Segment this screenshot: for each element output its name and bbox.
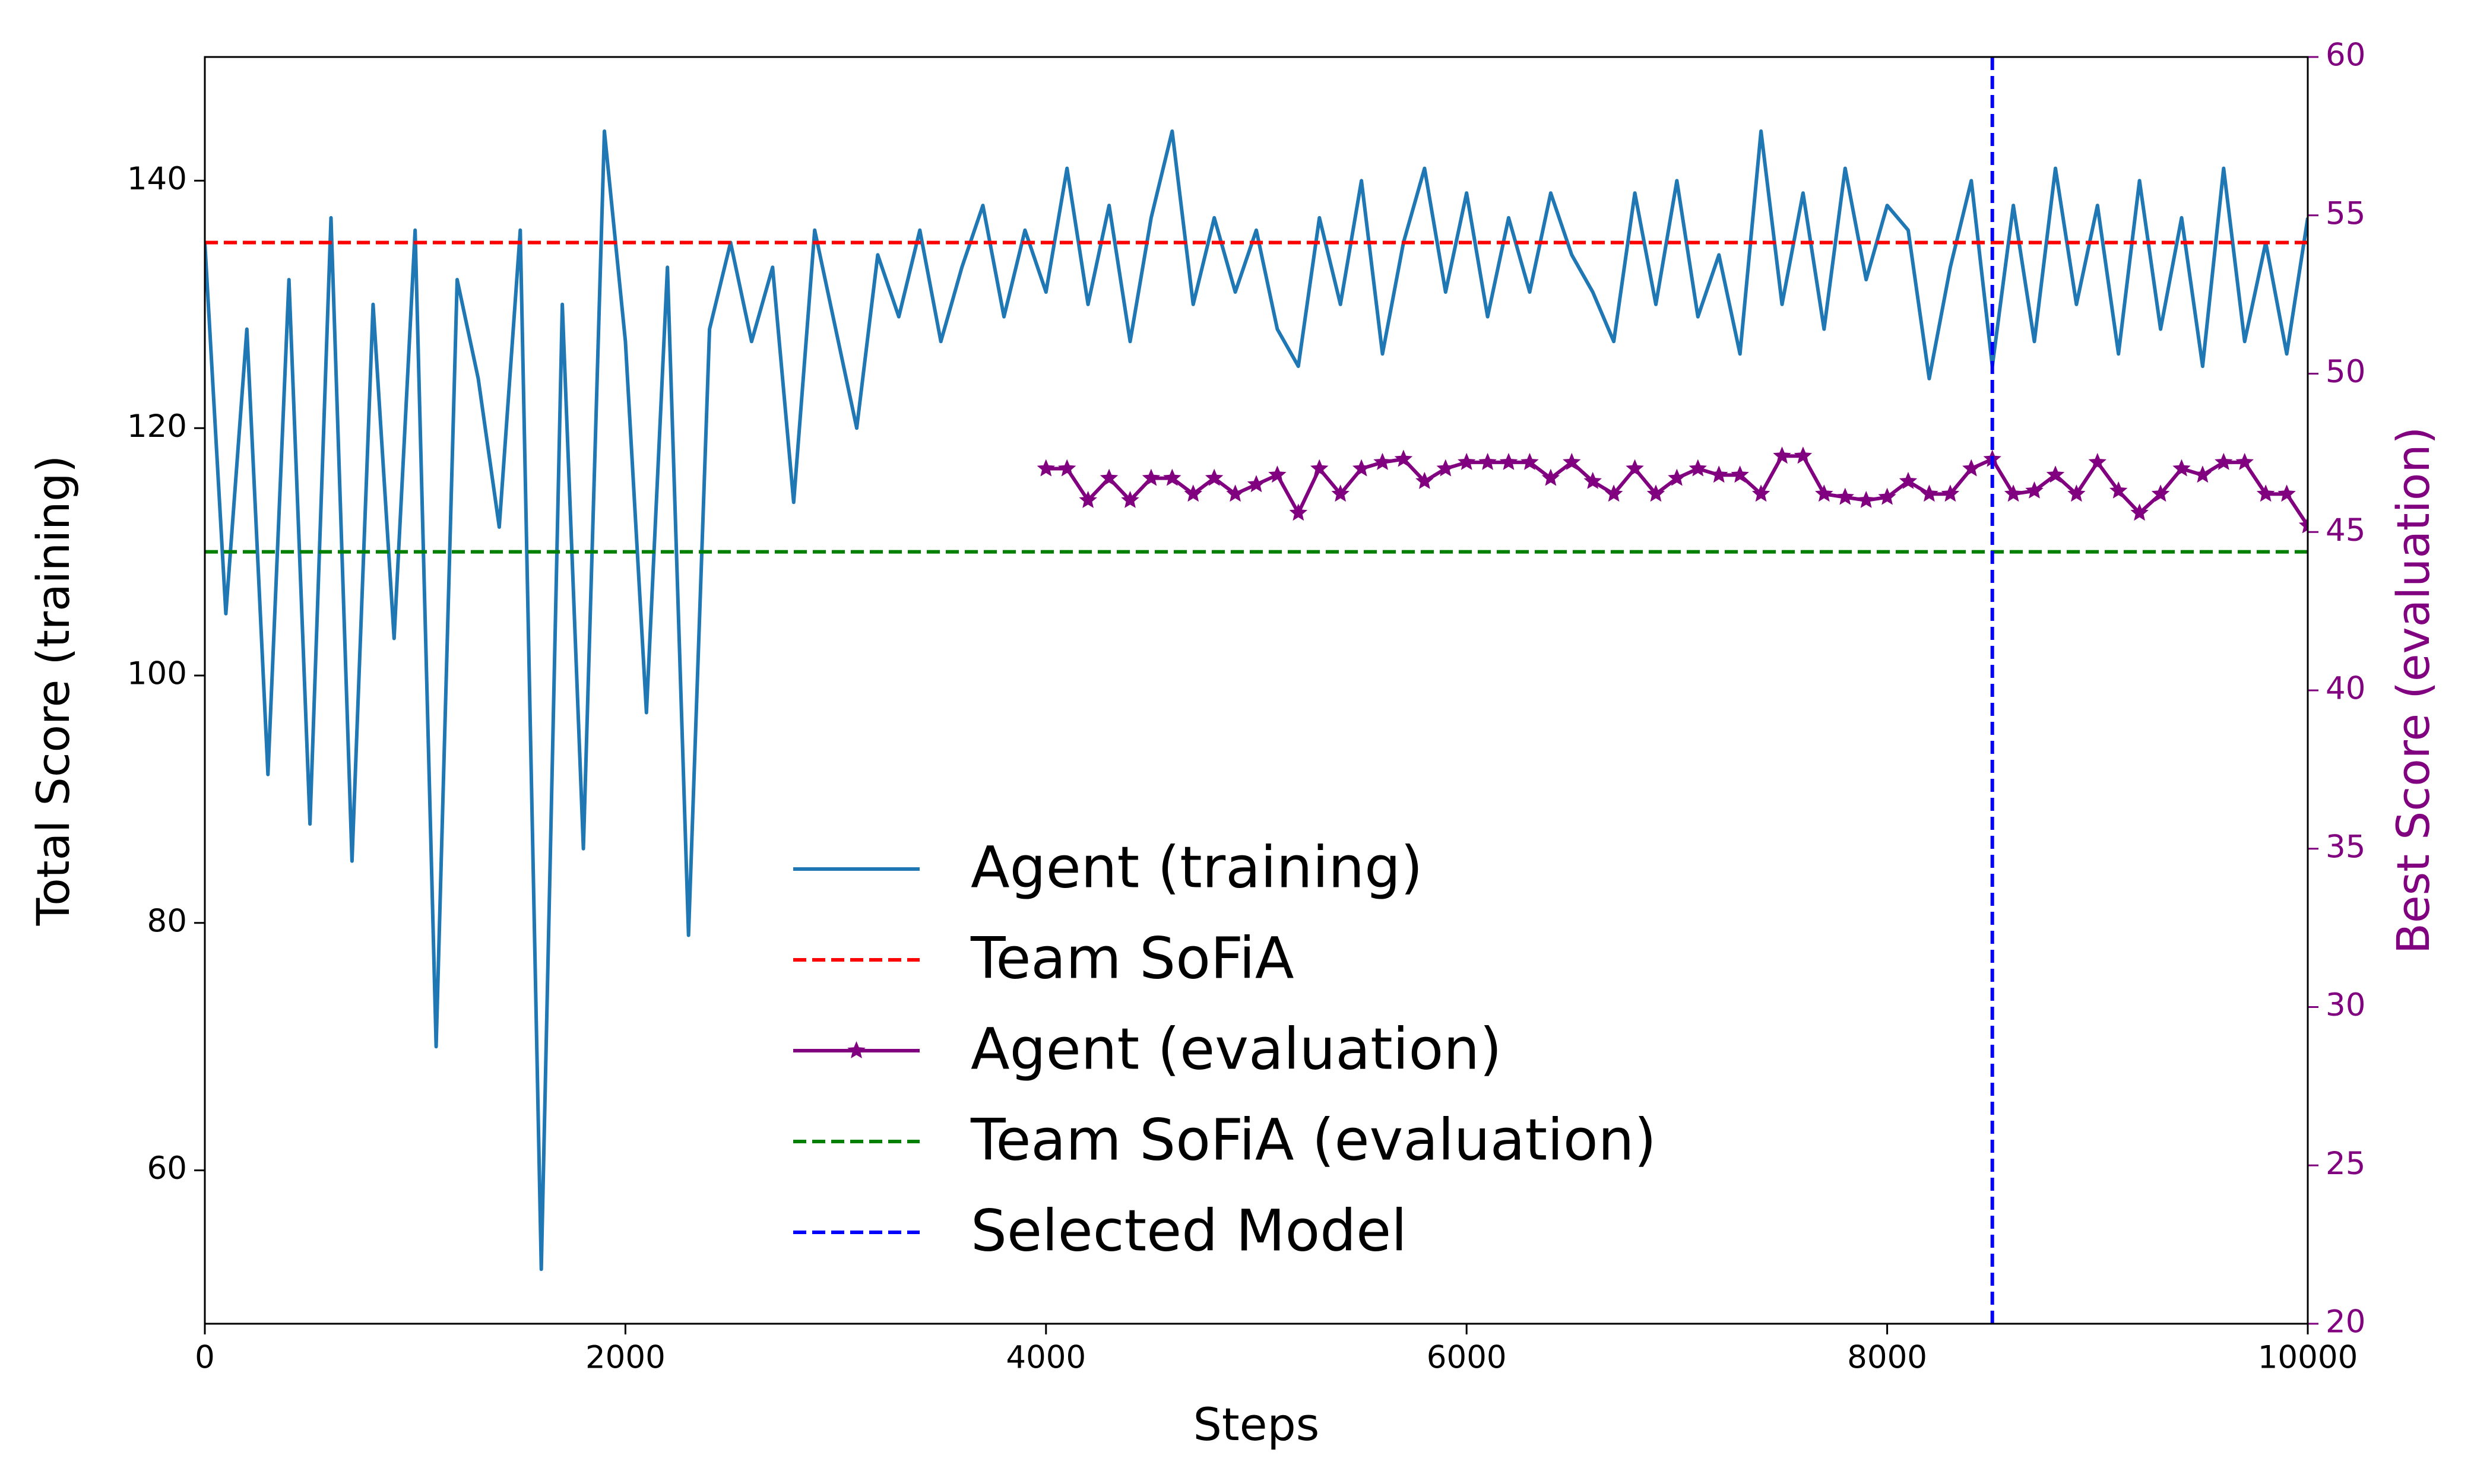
point-marker [1079, 490, 1097, 508]
legend-label: Team SoFiA (evaluation) [970, 1106, 1656, 1173]
point-marker [1058, 459, 1076, 477]
point-marker [1394, 449, 1413, 467]
point-marker [2088, 452, 2106, 470]
series-line [205, 129, 2308, 1271]
legend-label: Team SoFiA [970, 925, 1294, 991]
y2-tick-label: 50 [2326, 354, 2365, 390]
point-marker [2109, 481, 2128, 499]
point-marker [1541, 468, 1560, 486]
point-marker [2067, 484, 2086, 502]
y2-tick-label: 40 [2326, 671, 2365, 707]
point-marker [1415, 471, 1434, 489]
point-marker [2235, 452, 2254, 470]
point-marker [2172, 459, 2191, 477]
point-marker [1352, 459, 1371, 477]
point-marker [1941, 484, 1960, 502]
point-marker [2025, 481, 2044, 499]
point-marker [1857, 490, 1876, 508]
plot-frame [204, 56, 2309, 1325]
point-marker [1563, 452, 1581, 470]
point-marker [1458, 452, 1476, 470]
legend-label: Selected Model [971, 1197, 1407, 1264]
point-marker [2193, 465, 2212, 483]
y-axis-label: Total Score (training) [27, 455, 80, 926]
point-marker [1373, 452, 1392, 470]
y-tick-label: 60 [147, 1150, 187, 1187]
legend-label: Agent (training) [971, 834, 1423, 900]
point-marker [2004, 484, 2023, 502]
point-marker [1604, 484, 1623, 502]
point-marker [1247, 475, 1266, 493]
point-marker [1478, 452, 1497, 470]
point-marker [1310, 459, 1329, 477]
y2-tick-label: 25 [2326, 1146, 2365, 1182]
point-marker [1751, 484, 1770, 502]
point-marker [1689, 459, 1707, 477]
point-marker [1920, 484, 1938, 502]
y-tick-label: 80 [147, 903, 187, 939]
y2-axis-label: Best Score (evaluation) [2387, 427, 2440, 955]
point-marker [1878, 487, 1896, 505]
plot-area [205, 57, 2308, 1324]
point-marker [2256, 484, 2275, 502]
y2-tick-label: 30 [2326, 987, 2365, 1023]
point-marker [2298, 516, 2308, 534]
point-marker [2046, 465, 2065, 483]
y-tick-label: 100 [127, 656, 187, 692]
x-tick-label: 0 [195, 1340, 215, 1376]
point-marker [1436, 459, 1455, 477]
legend-marker [847, 1041, 866, 1058]
point-marker [1710, 465, 1728, 483]
y2-tick-label: 60 [2326, 37, 2365, 74]
point-marker [1163, 468, 1181, 486]
y2-tick-label: 35 [2326, 829, 2365, 865]
x-tick-label: 2000 [585, 1340, 666, 1376]
point-marker [1794, 446, 1813, 464]
point-marker [1626, 459, 1644, 477]
y-tick-label: 120 [127, 408, 187, 445]
point-marker [1331, 484, 1350, 502]
x-axis-label: Steps [1193, 1398, 1320, 1451]
x-tick-label: 4000 [1006, 1340, 1086, 1376]
point-marker [1121, 490, 1139, 508]
x-tick-label: 6000 [1427, 1340, 1507, 1376]
point-marker [1646, 484, 1665, 502]
point-marker [1520, 452, 1539, 470]
point-marker [1668, 468, 1686, 486]
point-marker [1583, 471, 1602, 489]
point-marker [1815, 484, 1833, 502]
point-marker [1100, 468, 1119, 486]
y2-tick-label: 55 [2326, 195, 2365, 232]
point-marker [1205, 468, 1224, 486]
point-marker [1184, 484, 1202, 502]
point-marker [2277, 484, 2296, 502]
point-marker [1773, 446, 1791, 464]
point-marker [2215, 452, 2233, 470]
point-marker [1037, 459, 1055, 477]
point-marker [1142, 468, 1161, 486]
x-tick-label: 10000 [2258, 1340, 2358, 1376]
point-marker [1836, 487, 1854, 505]
y2-tick-label: 20 [2326, 1304, 2365, 1340]
point-marker [2151, 484, 2170, 502]
point-marker [1289, 503, 1308, 521]
point-marker [2130, 503, 2149, 521]
point-marker [1962, 459, 1981, 477]
x-tick-label: 8000 [1847, 1340, 1927, 1376]
point-marker [1899, 471, 1918, 489]
legend-label: Agent (evaluation) [971, 1016, 1502, 1082]
point-marker [1731, 465, 1749, 483]
point-marker [1226, 484, 1244, 502]
y-tick-label: 140 [127, 161, 187, 197]
point-marker [1499, 452, 1518, 470]
point-marker [1268, 465, 1287, 483]
y2-tick-label: 45 [2326, 512, 2365, 548]
